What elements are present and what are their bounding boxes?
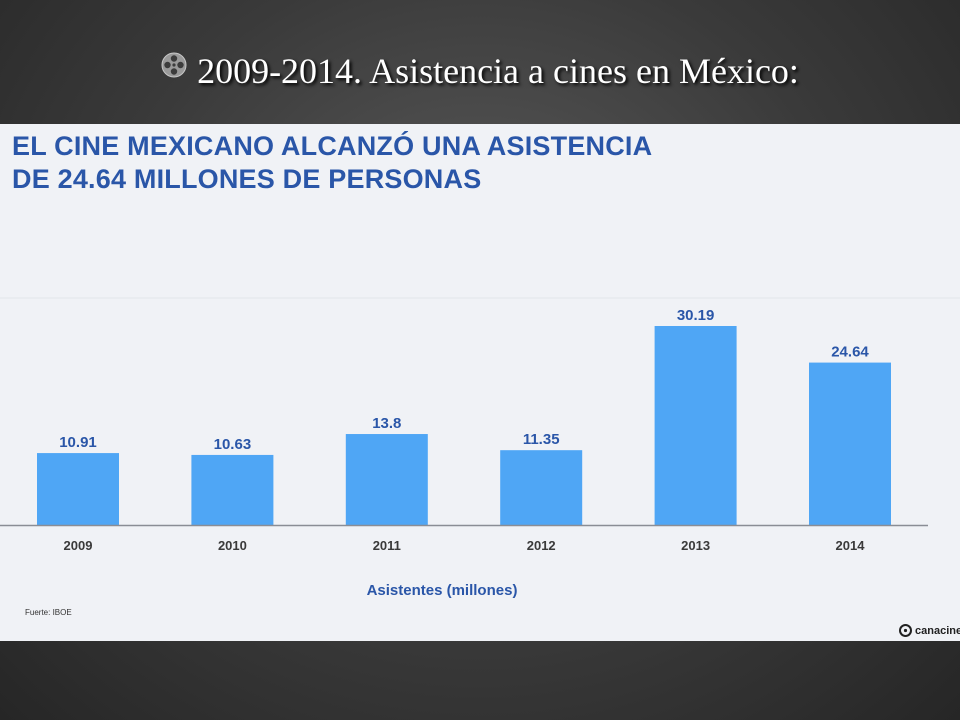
bar-2010: [191, 454, 274, 525]
attendance-bar-chart: 10.91 2009 10.63 2010 13.8 2011 11.35 2012 30.19…: [0, 297, 960, 599]
value-label-2009: 10.91: [59, 434, 97, 451]
headline-line-2: DE 24.64 MILLONES DE PERSONAS: [12, 164, 482, 194]
bar-2014: [809, 362, 891, 525]
value-label-2013: 30.19: [677, 307, 715, 324]
tick-label-2010: 2010: [218, 538, 247, 553]
bar-2012: [500, 450, 583, 525]
tick-label-2012: 2012: [527, 538, 556, 553]
value-label-2014: 24.64: [831, 344, 869, 361]
infographic-headline: EL CINE MEXICANO ALCANZÓ UNA ASISTENCIA …: [12, 130, 652, 196]
tick-label-2013: 2013: [681, 538, 710, 553]
bar-2013: [654, 326, 737, 525]
slide-title-text: 2009-2014. Asistencia a cines en México:: [197, 51, 799, 91]
value-label-2012: 11.35: [523, 431, 560, 448]
film-reel-icon: [161, 52, 187, 83]
tick-label-2014: 2014: [836, 538, 866, 553]
headline-line-1: EL CINE MEXICANO ALCANZÓ UNA ASISTENCIA: [12, 131, 653, 161]
canacine-logo: canacine: [899, 624, 960, 637]
tick-label-2009: 2009: [64, 538, 93, 553]
infographic-panel: 10.91 2009 10.63 2010 13.8 2011 11.35 2012 30.19…: [0, 124, 960, 641]
tick-label-2011: 2011: [373, 538, 401, 553]
value-label-2010: 10.63: [214, 436, 252, 453]
bar-2011: [345, 434, 428, 525]
source-note: Fuerte: IBOE: [25, 608, 72, 617]
value-label-2011: 13.8: [372, 415, 401, 432]
canacine-logo-icon: [899, 624, 912, 637]
x-axis-label: Asistentes (millones): [367, 582, 518, 599]
slide-title: 2009-2014. Asistencia a cines en México:: [0, 50, 960, 92]
canacine-logo-text: canacine: [915, 624, 960, 637]
bar-2009: [37, 453, 119, 525]
